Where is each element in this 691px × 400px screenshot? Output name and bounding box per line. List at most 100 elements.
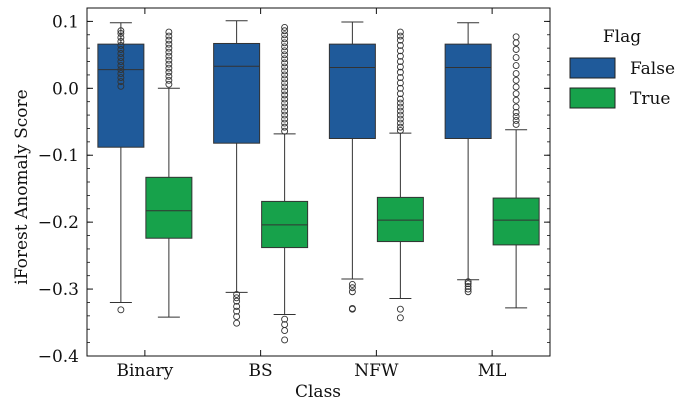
outlier-point: [281, 119, 289, 127]
legend-swatch-true: [569, 87, 616, 109]
outlier-point: [396, 74, 404, 82]
outlier-point: [281, 95, 289, 103]
outlier-point: [281, 31, 289, 39]
outlier-point: [117, 82, 125, 90]
outlier-point: [464, 282, 472, 290]
outlier-point: [233, 297, 241, 305]
outlier-point: [281, 99, 289, 107]
outlier-point: [117, 38, 125, 45]
outlier-point: [396, 28, 404, 36]
outlier-point: [464, 288, 472, 296]
outlier-point: [117, 66, 125, 74]
outlier-point: [165, 72, 173, 80]
outlier-point: [117, 70, 125, 78]
outlier-point: [117, 54, 125, 61]
box-true-nfw: [376, 196, 424, 243]
outlier-point: [396, 47, 404, 55]
y-tick-label: 0.1: [52, 12, 79, 32]
outlier-point: [117, 27, 125, 35]
outlier-point: [348, 305, 356, 313]
outlier-point: [512, 70, 520, 78]
outlier-point: [281, 39, 289, 47]
box-false-ml: [444, 43, 492, 140]
outlier-point: [512, 120, 520, 128]
outlier-point: [348, 288, 356, 296]
outlier-point: [281, 75, 289, 83]
x-tick-label: ML: [478, 361, 507, 381]
outlier-point: [281, 107, 289, 115]
outlier-point: [281, 103, 289, 111]
legend-swatch-false: [569, 57, 616, 79]
legend: Flag False True: [569, 27, 675, 109]
outlier-point: [396, 42, 404, 49]
y-axis-title: iForest Anomaly Score: [12, 89, 32, 284]
outlier-point: [117, 62, 125, 70]
outlier-point: [464, 278, 472, 286]
box-false-bs: [213, 42, 261, 144]
outlier-point: [512, 54, 520, 61]
outlier-point: [165, 52, 173, 60]
outlier-point: [396, 90, 404, 98]
outlier-point: [281, 67, 289, 75]
outlier-point: [464, 285, 472, 293]
x-tick-label: NFW: [354, 361, 399, 381]
outlier-point: [281, 59, 289, 67]
outlier-point: [281, 91, 289, 99]
outlier-point: [281, 115, 289, 123]
outlier-point: [396, 32, 404, 40]
outlier-point: [281, 55, 289, 63]
outlier-point: [117, 50, 125, 57]
outlier-point: [281, 79, 289, 87]
outlier-point: [396, 314, 404, 322]
outlier-point: [396, 111, 404, 119]
outlier-point: [233, 313, 241, 320]
box-false-nfw: [328, 43, 376, 140]
outlier-point: [348, 284, 356, 292]
outlier-point: [281, 51, 289, 59]
outlier-point: [512, 96, 520, 104]
axes: −0.4 −0.3 −0.2 −0.1 0.0 0.1 Binary BS NFW ML: [38, 7, 551, 381]
outlier-point: [117, 74, 125, 82]
outlier-point: [281, 27, 289, 35]
x-axis-title: Class: [295, 382, 341, 400]
outlier-point: [117, 42, 125, 49]
outlier-point: [165, 80, 173, 88]
outlier-point: [512, 39, 520, 47]
outlier-point: [165, 28, 173, 36]
y-tick-label: 0.0: [52, 79, 79, 99]
outlier-point: [233, 290, 241, 298]
outlier-point: [281, 327, 289, 335]
outlier-point: [281, 127, 289, 135]
outlier-point: [396, 107, 404, 115]
outlier-point: [512, 46, 520, 53]
outlier-point: [281, 123, 289, 131]
outlier-point: [512, 90, 520, 98]
outlier-point: [396, 95, 404, 103]
outlier-point: [117, 46, 125, 53]
outlier-point: [464, 280, 472, 288]
outlier-point: [117, 58, 125, 65]
y-tick-label: −0.3: [38, 280, 79, 300]
outlier-point: [396, 63, 404, 71]
x-tick-label: Binary: [117, 361, 174, 381]
outlier-point: [281, 315, 289, 323]
outlier-point: [396, 123, 404, 131]
outlier-point: [396, 68, 404, 76]
outlier-point: [396, 58, 404, 65]
outlier-point: [281, 63, 289, 71]
y-tick-label: −0.2: [38, 213, 79, 233]
outlier-point: [396, 99, 404, 107]
outlier-point: [281, 43, 289, 51]
outlier-point: [165, 36, 173, 44]
outlier-point: [512, 112, 520, 120]
outlier-point: [281, 87, 289, 95]
outlier-point: [233, 294, 241, 302]
legend-title: Flag: [603, 27, 641, 47]
y-tick-label: −0.1: [38, 146, 79, 166]
legend-label-false: False: [630, 59, 675, 79]
outlier-point: [233, 303, 241, 310]
outlier-point: [396, 103, 404, 111]
outlier-point: [348, 280, 356, 288]
outlier-point: [512, 76, 520, 84]
